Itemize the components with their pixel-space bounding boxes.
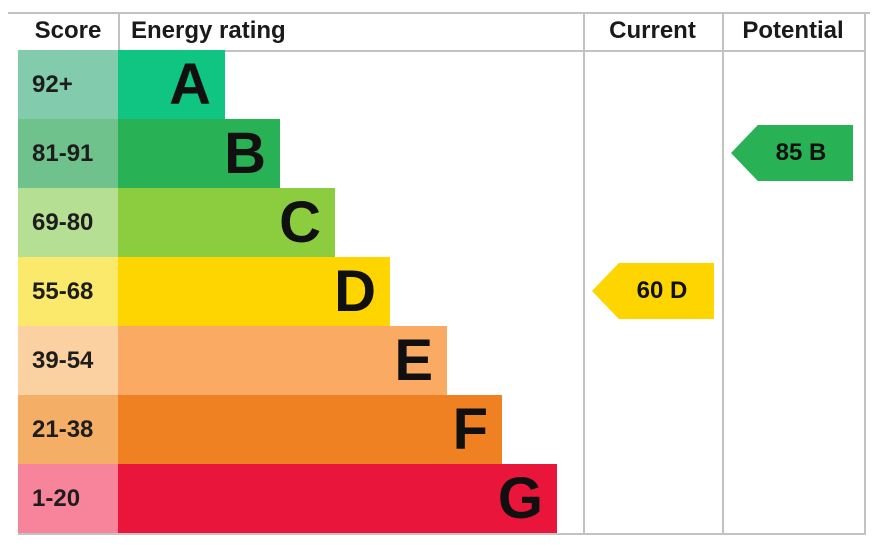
band-g-bar: G (118, 464, 557, 533)
energy-rating-column-header: Energy rating (131, 17, 286, 44)
current-column-divider (583, 14, 585, 533)
band-b-score-cell: 81-91 (18, 119, 118, 188)
band-a-score-cell: 92+ (18, 50, 118, 119)
band-c-score-cell: 69-80 (18, 188, 118, 257)
potential-rating-arrow: 85 B (731, 125, 853, 181)
band-f-score-cell: 21-38 (18, 395, 118, 464)
potential-rating-label: 85 B (775, 139, 827, 166)
score-column-divider (118, 14, 120, 50)
current-rating-label: 60 D (636, 277, 688, 304)
band-d-bar: D (118, 257, 390, 326)
band-a-bar: A (118, 50, 225, 119)
band-e-score-cell: 39-54 (18, 326, 118, 395)
band-e-bar: E (118, 326, 447, 395)
table-right-border (864, 14, 866, 533)
score-column-header: Score (34, 17, 102, 44)
band-d-score-cell: 55-68 (18, 257, 118, 326)
potential-column-divider (722, 14, 724, 533)
table-bottom-border (18, 533, 866, 535)
current-rating-arrow: 60 D (592, 263, 714, 319)
band-b-bar: B (118, 119, 280, 188)
header-underline (18, 50, 866, 52)
band-f-bar: F (118, 395, 502, 464)
band-g-score-cell: 1-20 (18, 464, 118, 533)
band-c-bar: C (118, 188, 335, 257)
potential-column-header: Potential (742, 17, 844, 44)
current-column-header: Current (609, 17, 696, 44)
table-top-border (8, 12, 870, 14)
